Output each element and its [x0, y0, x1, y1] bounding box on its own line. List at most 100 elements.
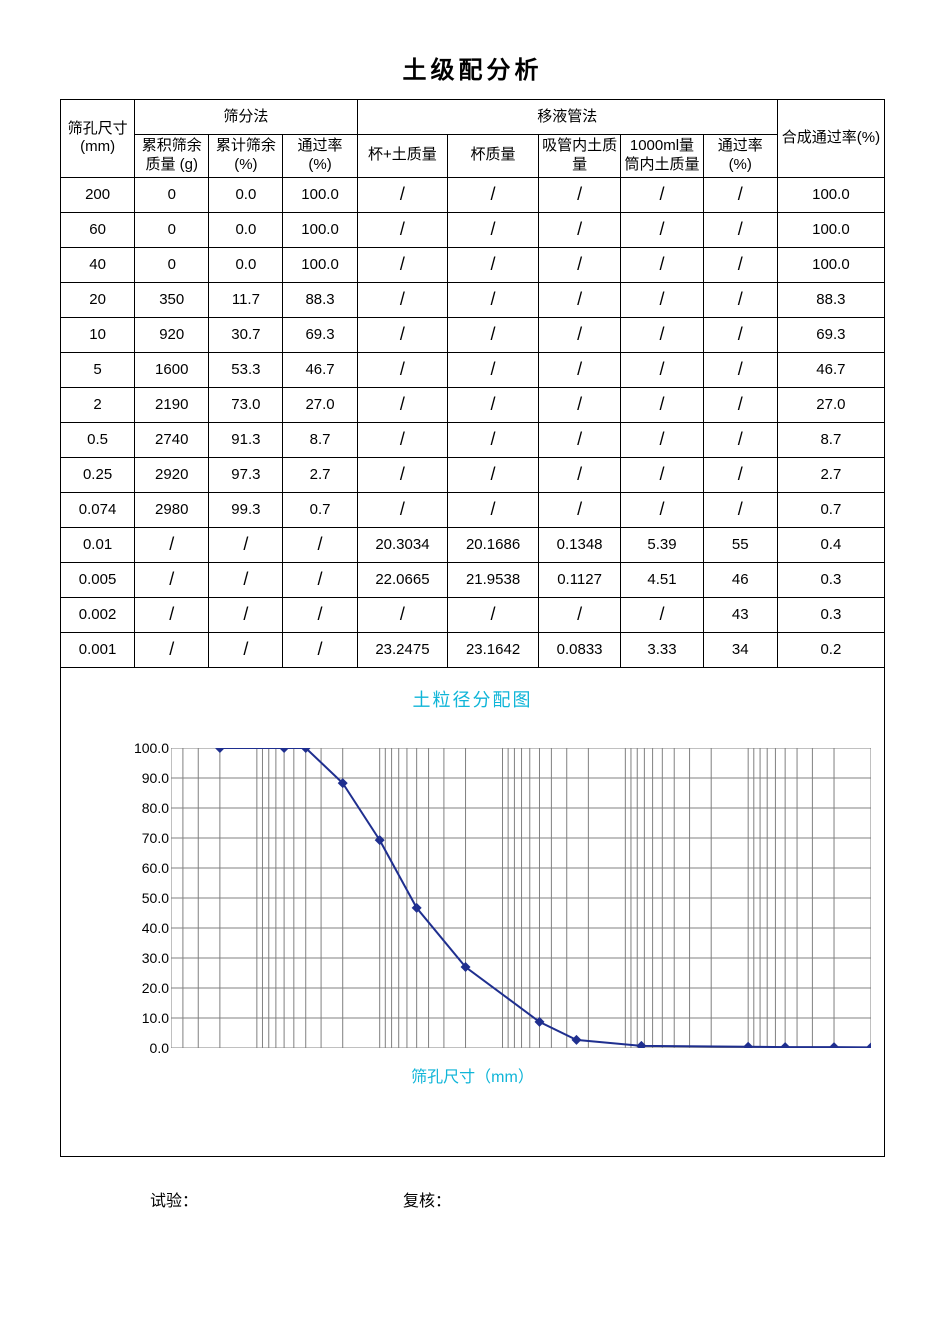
- table-cell: /: [703, 457, 777, 492]
- table-cell: /: [621, 457, 703, 492]
- table-cell: 0.1348: [538, 527, 620, 562]
- table-cell: /: [357, 422, 448, 457]
- table-cell: /: [209, 562, 283, 597]
- table-cell: 88.3: [777, 282, 884, 317]
- table-row: 6000.0100.0/////100.0: [61, 212, 885, 247]
- table-cell: 69.3: [777, 317, 884, 352]
- col-combined: 合成通过率(%): [777, 100, 884, 178]
- table-cell: /: [283, 527, 357, 562]
- table-cell: /: [538, 177, 620, 212]
- table-cell: /: [703, 422, 777, 457]
- chart-svg: [171, 748, 871, 1048]
- table-cell: 0.4: [777, 527, 884, 562]
- table-cell: 2: [61, 387, 135, 422]
- col-cylinder-soil: 1000ml量筒内土质量: [621, 135, 703, 178]
- table-cell: 1600: [135, 352, 209, 387]
- table-cell: 2190: [135, 387, 209, 422]
- table-cell: /: [209, 597, 283, 632]
- col-cup: 杯质量: [448, 135, 539, 178]
- table-cell: /: [283, 632, 357, 667]
- col-cum-pct: 累计筛余 (%): [209, 135, 283, 178]
- table-row: 4000.0100.0/////100.0: [61, 247, 885, 282]
- table-cell: 46.7: [283, 352, 357, 387]
- table-cell: /: [538, 457, 620, 492]
- table-row: 0.5274091.38.7/////8.7: [61, 422, 885, 457]
- chart-plot-area: [171, 748, 871, 1048]
- table-cell: 3.33: [621, 632, 703, 667]
- table-cell: /: [135, 527, 209, 562]
- table-cell: /: [448, 282, 539, 317]
- col-sieve-size: 筛孔尺寸 (mm): [61, 100, 135, 178]
- col-pass-pct: 通过率 (%): [283, 135, 357, 178]
- table-cell: 0.0: [209, 247, 283, 282]
- table-cell: 0.5: [61, 422, 135, 457]
- table-cell: 350: [135, 282, 209, 317]
- table-cell: /: [538, 492, 620, 527]
- table-cell: /: [357, 387, 448, 422]
- table-cell: 5: [61, 352, 135, 387]
- table-cell: 11.7: [209, 282, 283, 317]
- table-cell: 34: [703, 632, 777, 667]
- table-row: 0.01///20.303420.16860.13485.39550.4: [61, 527, 885, 562]
- table-cell: /: [621, 352, 703, 387]
- table-cell: 0.002: [61, 597, 135, 632]
- table-cell: /: [538, 597, 620, 632]
- page-title: 土级配分析: [60, 50, 885, 85]
- footer: 试验： 复核：: [60, 1187, 885, 1211]
- table-cell: /: [357, 247, 448, 282]
- table-cell: /: [621, 177, 703, 212]
- table-cell: 46: [703, 562, 777, 597]
- table-cell: /: [357, 317, 448, 352]
- table-cell: 0.01: [61, 527, 135, 562]
- table-cell: /: [135, 562, 209, 597]
- table-cell: 100.0: [283, 247, 357, 282]
- table-cell: 0.7: [777, 492, 884, 527]
- table-row: 0.25292097.32.7/////2.7: [61, 457, 885, 492]
- table-cell: /: [703, 492, 777, 527]
- table-cell: /: [621, 247, 703, 282]
- table-cell: 0.3: [777, 562, 884, 597]
- table-row: 20000.0100.0/////100.0: [61, 177, 885, 212]
- table-cell: 21.9538: [448, 562, 539, 597]
- table-cell: 91.3: [209, 422, 283, 457]
- table-cell: /: [621, 492, 703, 527]
- table-row: 2035011.788.3/////88.3: [61, 282, 885, 317]
- table-cell: /: [621, 422, 703, 457]
- table-cell: /: [448, 317, 539, 352]
- table-cell: /: [538, 212, 620, 247]
- table-cell: 0.0833: [538, 632, 620, 667]
- col-cum-mass: 累积筛余质量 (g): [135, 135, 209, 178]
- table-cell: /: [538, 317, 620, 352]
- table-cell: /: [621, 597, 703, 632]
- table-cell: /: [448, 492, 539, 527]
- table-cell: /: [357, 457, 448, 492]
- table-cell: /: [448, 177, 539, 212]
- table-cell: /: [448, 387, 539, 422]
- table-cell: 69.3: [283, 317, 357, 352]
- table-cell: /: [538, 282, 620, 317]
- table-cell: /: [135, 632, 209, 667]
- chart-title: 土粒径分配图: [61, 686, 884, 712]
- table-cell: 0.005: [61, 562, 135, 597]
- table-cell: /: [703, 317, 777, 352]
- table-cell: /: [703, 247, 777, 282]
- table-cell: 55: [703, 527, 777, 562]
- table-cell: 2.7: [283, 457, 357, 492]
- table-cell: 0.7: [283, 492, 357, 527]
- chart-y-labels: 0.010.020.030.040.050.060.070.080.090.01…: [121, 748, 169, 1048]
- col-cup-soil: 杯+土质量: [357, 135, 448, 178]
- table-cell: 100.0: [777, 247, 884, 282]
- table-cell: /: [703, 212, 777, 247]
- table-cell: 0.074: [61, 492, 135, 527]
- table-cell: 20: [61, 282, 135, 317]
- table-cell: 4.51: [621, 562, 703, 597]
- footer-tester: 试验：: [150, 1187, 198, 1211]
- gradation-table: 筛孔尺寸 (mm) 筛分法 移液管法 合成通过率(%) 累积筛余质量 (g) 累…: [60, 99, 885, 668]
- table-cell: /: [209, 632, 283, 667]
- table-cell: 88.3: [283, 282, 357, 317]
- table-cell: 73.0: [209, 387, 283, 422]
- table-cell: 22.0665: [357, 562, 448, 597]
- table-cell: /: [538, 387, 620, 422]
- col-pass-pct2: 通过率 (%): [703, 135, 777, 178]
- table-cell: 20.1686: [448, 527, 539, 562]
